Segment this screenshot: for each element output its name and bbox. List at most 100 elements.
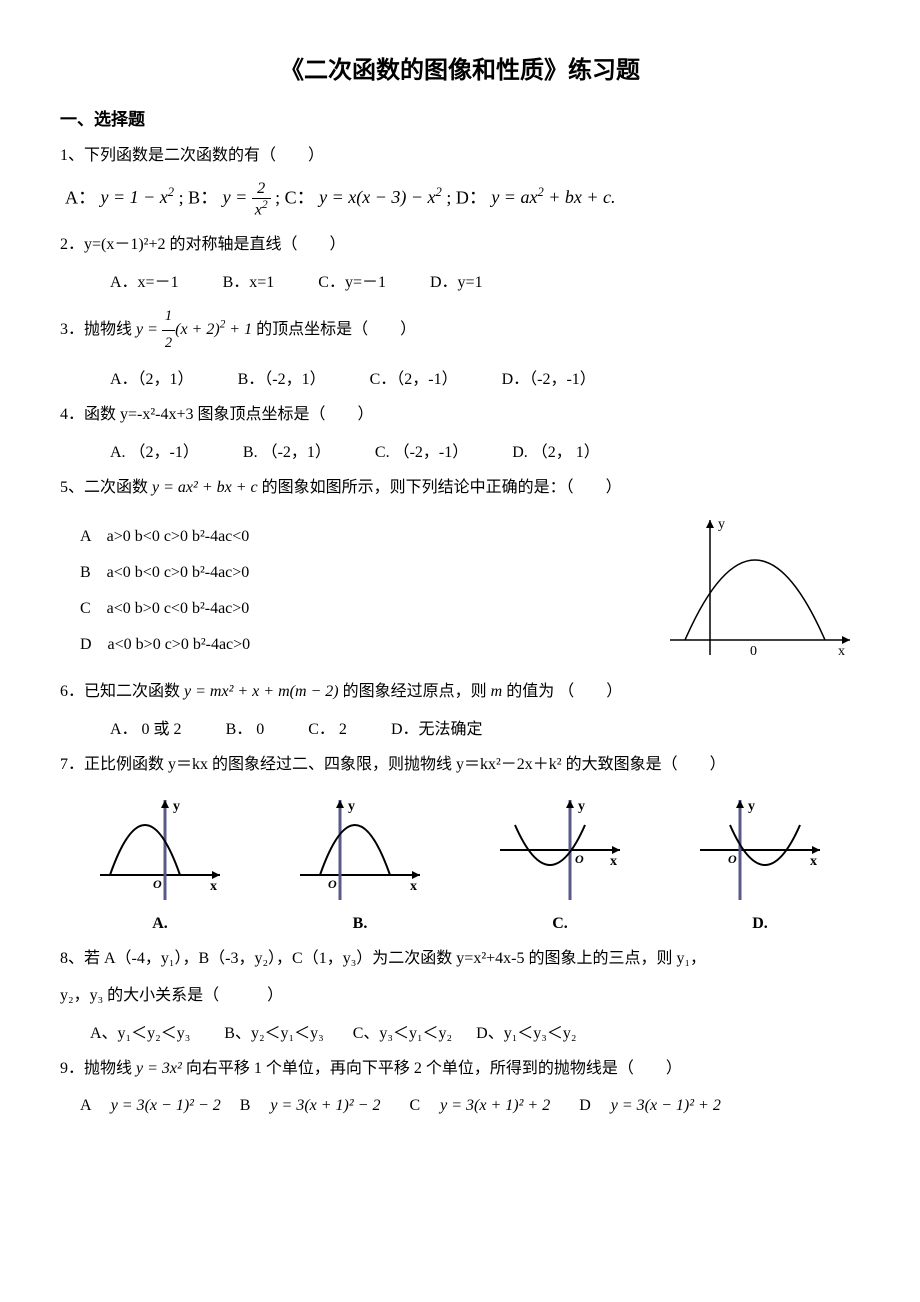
q9-opt-d-eq: y = 3(x − 1)² + 2 <box>611 1097 721 1114</box>
svg-text:y: y <box>578 799 585 814</box>
question-8-line1: 8、若 A（-4，y₁），B（-3，y₂），C（1，y₃）为二次函数 y=x²+… <box>60 945 860 974</box>
question-6: 6．已知二次函数 y = mx² + x + m(m − 2) 的图象经过原点，… <box>60 678 860 707</box>
question-1: 1、下列函数是二次函数的有（ ） <box>60 142 860 171</box>
q9-opt-d-label: D <box>579 1097 607 1114</box>
q3-opt-a: A．（2，1） <box>110 365 194 389</box>
question-9: 9．抛物线 y = 3x² 向右平移 1 个单位，再向下平移 2 个单位，所得到… <box>60 1055 860 1084</box>
svg-text:x: x <box>810 854 817 869</box>
q9-opt-c-label: C <box>409 1097 436 1114</box>
q7-label-c: C. <box>495 915 625 933</box>
q8-opt-b: B、y₂＜y₁＜y₃ <box>224 1019 323 1043</box>
q3-text-post: 的顶点坐标是（ ） <box>256 321 416 338</box>
q4-opt-d: D. （2， 1） <box>512 438 600 462</box>
q9-opt-b-label: B <box>240 1097 267 1114</box>
question-3-options: A．（2，1） B．（-2，1） C．（2，-1） D．（-2，-1） <box>110 365 860 389</box>
q7-label-a: A. <box>95 915 225 933</box>
q4-opt-b: B. （-2，1） <box>243 438 331 462</box>
q3-opt-c: C．（2，-1） <box>370 365 458 389</box>
q5-text-post: 的图象如图所示，则下列结论中正确的是：（ ） <box>262 479 622 496</box>
q5-graph-y-label: y <box>718 517 725 532</box>
q1-opt-a-label: A： <box>65 187 96 207</box>
question-2: 2．y=(x－1)²+2 的对称轴是直线（ ） <box>60 231 860 260</box>
q1-opt-d-eq: y = ax2 + bx + c. <box>491 187 615 207</box>
svg-text:x: x <box>410 879 417 894</box>
question-7-graphs: y x O A. y x O B. y x O C. <box>60 795 860 933</box>
q2-opt-c: C．y=－1 <box>318 268 386 292</box>
q8-opt-c: C、y₃＜y₁＜y₂ <box>353 1019 452 1043</box>
q9-opt-a-eq: y = 3(x − 1)² − 2 <box>111 1097 221 1114</box>
section-header-choice: 一、选择题 <box>60 105 860 130</box>
q3-text-pre: 3．抛物线 <box>60 321 132 338</box>
svg-text:O: O <box>728 852 737 866</box>
svg-text:x: x <box>210 879 217 894</box>
svg-text:O: O <box>575 852 584 866</box>
q7-graph-c: y x O C. <box>495 795 625 933</box>
page-title: 《二次函数的图像和性质》练习题 <box>60 50 860 85</box>
svg-text:y: y <box>348 799 355 814</box>
question-8-line2: y₂，y₃ 的大小关系是（ ） <box>60 982 860 1011</box>
question-2-options: A．x=－1 B．x=1 C．y=－1 D．y=1 <box>110 268 860 292</box>
q2-opt-a: A．x=－1 <box>110 268 179 292</box>
q9-opt-c-eq: y = 3(x + 1)² + 2 <box>440 1097 550 1114</box>
q5-opt-c: C a<0 b>0 c<0 b²-4ac>0 <box>80 594 660 618</box>
q6-text-post: 的图象经过原点，则 <box>343 683 487 700</box>
q3-opt-d: D．（-2，-1） <box>502 365 596 389</box>
q4-opt-a: A. （2，-1） <box>110 438 199 462</box>
q6-equation: y = mx² + x + m(m − 2) <box>184 683 339 700</box>
question-1-formula: A： y = 1 − x2 ; B： y = 2x2 ; C： y = x(x … <box>65 179 860 219</box>
q5-graph-x-label: x <box>838 644 845 659</box>
q8-opt-d: D、y₁＜y₃＜y₂ <box>476 1019 576 1043</box>
q5-graph-origin: 0 <box>750 644 757 659</box>
q5-opt-a: A a>0 b<0 c>0 b²-4ac<0 <box>80 522 660 546</box>
q6-opt-c: C． 2 <box>308 715 347 739</box>
svg-text:O: O <box>328 877 337 891</box>
q6-opt-d: D．无法确定 <box>391 715 483 739</box>
q1-opt-b-eq: y = 2x2 <box>223 187 271 207</box>
question-7: 7．正比例函数 y＝kx 的图象经过二、四象限，则抛物线 y＝kx²－2x＋k²… <box>60 751 860 780</box>
q6-opt-a: A． 0 或 2 <box>110 715 182 739</box>
q5-opt-b: B a<0 b<0 c>0 b²-4ac>0 <box>80 558 660 582</box>
q5-text-pre: 5、二次函数 <box>60 479 148 496</box>
question-5-options: A a>0 b<0 c>0 b²-4ac<0 B a<0 b<0 c>0 b²-… <box>60 510 660 666</box>
q1-opt-b-label: ; B： <box>179 187 219 207</box>
q7-label-b: B. <box>295 915 425 933</box>
q2-opt-b: B．x=1 <box>223 268 275 292</box>
q7-graph-b: y x O B. <box>295 795 425 933</box>
q9-text-pre: 9．抛物线 <box>60 1060 132 1077</box>
q3-opt-b: B．（-2，1） <box>238 365 326 389</box>
q8-opt-a: A、y₁＜y₂＜y₃ <box>90 1019 190 1043</box>
q6-opt-b: B． 0 <box>226 715 265 739</box>
svg-text:y: y <box>173 799 180 814</box>
q1-opt-d-label: ; D： <box>446 187 487 207</box>
q1-opt-c-label: ; C： <box>275 187 315 207</box>
q9-opt-b-eq: y = 3(x + 1)² − 2 <box>270 1097 380 1114</box>
q6-var-m: m <box>491 683 503 700</box>
question-3: 3．抛物线 y = 12(x + 2)2 + 1 的顶点坐标是（ ） <box>60 304 860 357</box>
question-8-options: A、y₁＜y₂＜y₃ B、y₂＜y₁＜y₃ C、y₃＜y₁＜y₂ D、y₁＜y₃… <box>90 1019 860 1043</box>
question-4-options: A. （2，-1） B. （-2，1） C. （-2，-1） D. （2， 1） <box>110 438 860 462</box>
q3-equation: y = 12(x + 2)2 + 1 <box>136 321 256 338</box>
q6-text-post2: 的值为 （ ） <box>506 683 622 700</box>
question-6-options: A． 0 或 2 B． 0 C． 2 D．无法确定 <box>110 715 860 739</box>
q9-text-post: 向右平移 1 个单位，再向下平移 2 个单位，所得到的抛物线是（ ） <box>186 1060 682 1077</box>
question-5-body: A a>0 b<0 c>0 b²-4ac<0 B a<0 b<0 c>0 b²-… <box>60 510 860 666</box>
question-4: 4．函数 y=-x²-4x+3 图象顶点坐标是（ ） <box>60 401 860 430</box>
svg-text:y: y <box>748 799 755 814</box>
q4-opt-c: C. （-2，-1） <box>375 438 468 462</box>
svg-text:O: O <box>153 877 162 891</box>
q5-equation: y = ax² + bx + c <box>152 479 258 496</box>
question-9-options: A y = 3(x − 1)² − 2 B y = 3(x + 1)² − 2 … <box>80 1091 860 1115</box>
svg-text:x: x <box>610 854 617 869</box>
q7-label-d: D. <box>695 915 825 933</box>
q5-opt-d: D a<0 b>0 c>0 b²-4ac>0 <box>80 630 660 654</box>
q7-graph-d: y x O D. <box>695 795 825 933</box>
q5-graph: y x 0 <box>660 510 860 665</box>
q9-equation: y = 3x² <box>136 1060 182 1077</box>
question-5: 5、二次函数 y = ax² + bx + c 的图象如图所示，则下列结论中正确… <box>60 474 860 503</box>
q7-graph-a: y x O A. <box>95 795 225 933</box>
q2-opt-d: D．y=1 <box>430 268 483 292</box>
q1-opt-c-eq: y = x(x − 3) − x2 <box>319 187 442 207</box>
q6-text-pre: 6．已知二次函数 <box>60 683 180 700</box>
q1-opt-a-eq: y = 1 − x2 <box>101 187 175 207</box>
q9-opt-a-label: A <box>80 1097 107 1114</box>
